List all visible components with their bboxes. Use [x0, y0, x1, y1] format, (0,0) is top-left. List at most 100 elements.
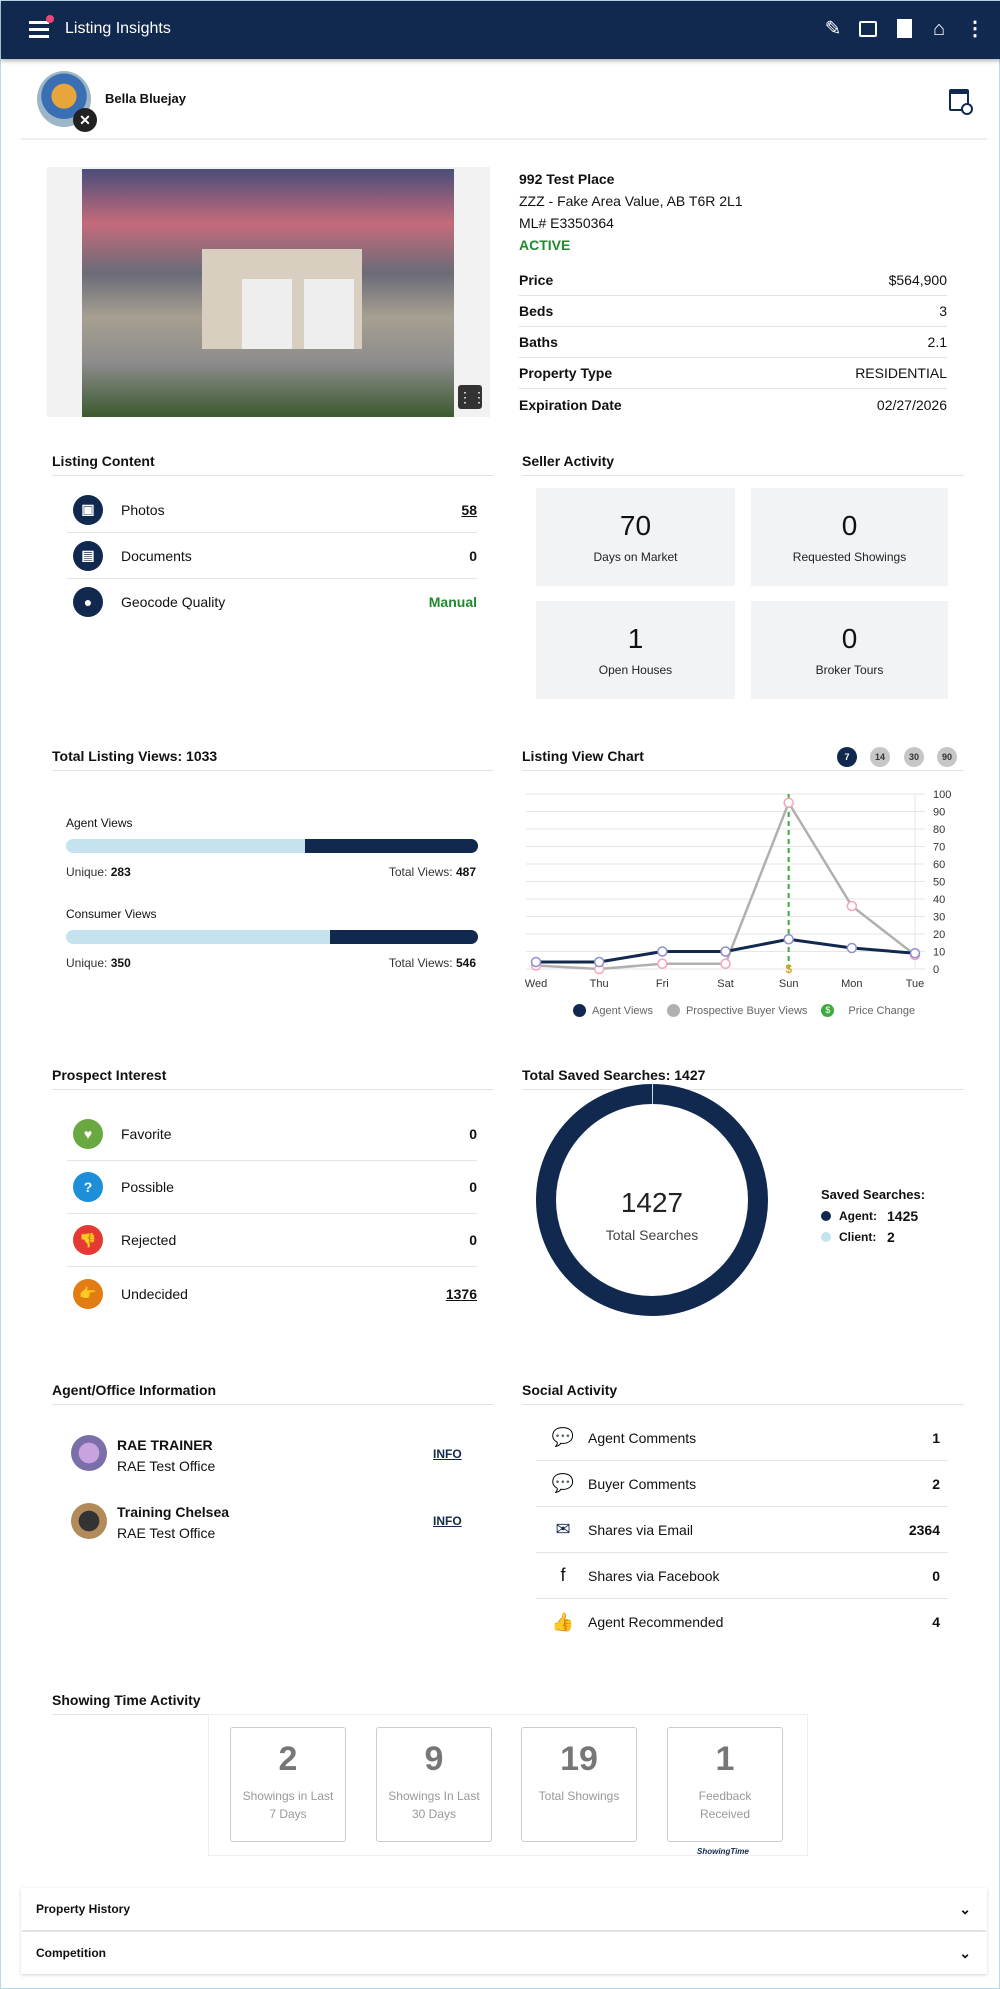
edit-photo-icon[interactable] — [856, 17, 880, 41]
social-item: 💬 Agent Comments 1 — [536, 1415, 948, 1461]
prospect-item-possible: ? Possible 0 — [67, 1161, 477, 1214]
comments-icon: 💬 — [551, 1427, 575, 1447]
agent-office: RAE Test Office — [117, 1525, 216, 1541]
buyer-views-legend-icon — [666, 1004, 680, 1017]
consumer-unique: Unique: 350 — [66, 956, 131, 970]
tile-label: Broker Tours — [815, 663, 884, 677]
consumer-views-bar — [66, 930, 478, 944]
item-value: 0 — [932, 1567, 940, 1584]
user-name: Bella Bluejay — [105, 91, 186, 106]
x-tick-label: Tue — [906, 978, 925, 990]
calendar-clock-icon[interactable] — [949, 89, 973, 115]
item-value: 1 — [932, 1429, 940, 1446]
item-label: Shares via Facebook — [588, 1567, 720, 1584]
donut-total-label: Total Searches — [605, 1227, 699, 1243]
list-item-geocode: ● Geocode Quality Manual — [67, 579, 477, 625]
section-title: Seller Activity — [522, 453, 964, 476]
y-tick-label: 50 — [933, 877, 945, 889]
showingtime-logo: ShowingTime — [697, 1847, 749, 1856]
range-30-button[interactable]: 30 — [904, 747, 924, 767]
listing-content-list: ▣ Photos 58 ▤ Documents 0 ● Geocode Quality Ma… — [67, 487, 477, 625]
agent-avatar — [71, 1503, 107, 1539]
range-90-button[interactable]: 90 — [937, 747, 957, 767]
listing-ml-number: ML# E3350364 — [519, 215, 614, 231]
tile-label: Total Showings — [538, 1789, 620, 1803]
buyer-comments-icon: 💬 — [551, 1473, 575, 1493]
tile-value: 0 — [841, 623, 858, 654]
more-icon[interactable]: ⋮ — [965, 18, 985, 40]
legend-label: Agent Views — [592, 1004, 653, 1017]
agent-info-link[interactable]: INFO — [433, 1514, 462, 1528]
detail-value: 2.1 — [927, 334, 947, 350]
accordion-competition[interactable]: Competition ⌄ — [21, 1932, 987, 1974]
favorite-icon: ♥ — [73, 1119, 103, 1149]
detail-value: $564,900 — [888, 272, 947, 288]
tile-open-houses: 1 Open Houses — [536, 601, 735, 699]
listing-status: ACTIVE — [519, 237, 571, 253]
document-icon[interactable] — [892, 17, 916, 41]
detail-row-price: Price $564,900 — [519, 265, 947, 296]
section-title: Total Listing Views: 1033 — [52, 748, 493, 771]
data-point-buyer — [720, 958, 731, 969]
photos-count-link[interactable]: 58 — [461, 501, 477, 518]
showing-tile: 19 Total Showings — [521, 1727, 637, 1842]
accordion-property-history[interactable]: Property History ⌄ — [21, 1888, 987, 1930]
detail-value: RESIDENTIAL — [855, 365, 947, 381]
x-tick-label: Fri — [656, 978, 669, 990]
data-point-agent — [657, 946, 668, 957]
agent-info-link[interactable]: INFO — [433, 1447, 462, 1461]
y-tick-label: 40 — [933, 894, 945, 906]
agent-avatar — [71, 1435, 107, 1471]
listing-photo[interactable] — [82, 169, 454, 417]
item-label: Buyer Comments — [588, 1475, 697, 1492]
list-item-documents: ▤ Documents 0 — [67, 533, 477, 579]
detail-label: Expiration Date — [519, 396, 622, 413]
tile-value: 70 — [619, 510, 652, 541]
tile-value: 0 — [841, 510, 858, 541]
item-label: Geocode Quality — [121, 594, 226, 610]
x-tick-label: Mon — [841, 978, 862, 990]
legend-label: Prospective Buyer Views — [685, 1004, 808, 1017]
saved-searches-donut — [536, 1084, 768, 1316]
accordion-label: Competition — [36, 1946, 106, 1960]
item-value[interactable]: 1376 — [445, 1285, 477, 1302]
photo-icon: ▣ — [73, 494, 103, 525]
section-title: Agent/Office Information — [52, 1382, 493, 1405]
y-tick-label: 70 — [933, 842, 945, 854]
chart-title: Listing View Chart — [522, 748, 964, 771]
detail-label: Price — [519, 272, 554, 288]
range-7-button[interactable]: 7 — [837, 747, 857, 767]
x-tick-label: Sun — [779, 978, 799, 990]
item-value: 0 — [469, 1126, 477, 1142]
gallery-grid-icon[interactable]: ⋮⋮ — [458, 385, 486, 409]
agent-total-fill — [304, 839, 478, 853]
remove-user-icon[interactable]: ✕ — [73, 108, 97, 132]
tile-days-on-market: 70 Days on Market — [536, 488, 735, 586]
prospect-item-undecided: 👉 Undecided 1376 — [67, 1267, 477, 1320]
tile-label: Open Houses — [598, 663, 673, 677]
list-item-photos[interactable]: ▣ Photos 58 — [67, 487, 477, 533]
menu-icon[interactable] — [29, 15, 54, 39]
pencil-icon[interactable]: ✎ — [824, 18, 842, 40]
item-value: 4 — [932, 1614, 940, 1630]
y-tick-label: 0 — [933, 964, 939, 976]
detail-label: Baths — [519, 334, 558, 350]
location-pin-icon: ● — [73, 587, 103, 617]
data-point-agent — [909, 948, 921, 959]
tile-label: Requested Showings — [792, 550, 907, 564]
listing-address: 992 Test Place — [519, 171, 615, 187]
detail-row-baths: Baths 2.1 — [519, 327, 947, 358]
saved-legend-agent: Agent: 1425 — [821, 1208, 918, 1224]
price-change-symbol: $ — [785, 962, 792, 976]
data-point-buyer — [846, 900, 858, 912]
agent-name: RAE TRAINER — [117, 1437, 213, 1453]
range-14-button[interactable]: 14 — [870, 747, 890, 767]
x-tick-label: Sat — [717, 978, 734, 990]
donut-total: 1427 — [620, 1187, 684, 1218]
social-item: 💬 Buyer Comments 2 — [536, 1461, 948, 1507]
home-icon[interactable]: ⌂ — [932, 18, 946, 40]
section-title: Prospect Interest — [52, 1067, 493, 1090]
section-title: Listing Content — [52, 453, 493, 476]
item-label: Photos — [121, 501, 165, 518]
item-value: Manual — [428, 594, 477, 610]
